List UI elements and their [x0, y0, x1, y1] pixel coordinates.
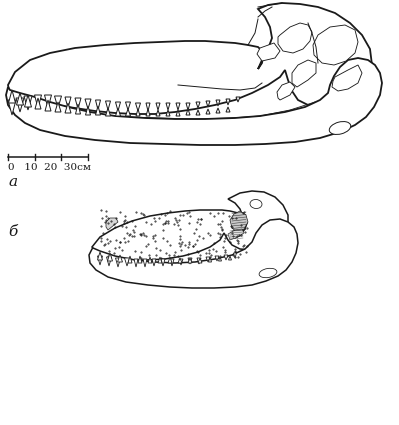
Polygon shape: [136, 109, 140, 116]
Polygon shape: [106, 218, 118, 230]
Polygon shape: [216, 108, 220, 113]
Polygon shape: [34, 95, 41, 108]
Polygon shape: [95, 100, 101, 110]
Polygon shape: [115, 102, 120, 111]
Polygon shape: [92, 191, 288, 260]
Polygon shape: [230, 211, 248, 233]
Polygon shape: [134, 259, 138, 267]
Polygon shape: [148, 257, 152, 263]
Polygon shape: [332, 65, 362, 91]
Polygon shape: [146, 109, 150, 116]
Polygon shape: [24, 96, 32, 110]
Polygon shape: [97, 252, 103, 260]
Polygon shape: [8, 90, 16, 103]
Polygon shape: [24, 95, 32, 107]
Text: 0   10  20  30см: 0 10 20 30см: [8, 163, 91, 172]
Polygon shape: [156, 103, 160, 110]
Polygon shape: [226, 107, 230, 112]
Polygon shape: [107, 257, 111, 266]
Polygon shape: [97, 256, 103, 265]
Polygon shape: [126, 102, 130, 110]
Polygon shape: [115, 258, 120, 267]
Polygon shape: [257, 43, 280, 61]
Text: а: а: [8, 175, 17, 189]
Polygon shape: [198, 258, 202, 263]
Polygon shape: [196, 102, 200, 108]
Polygon shape: [206, 109, 210, 114]
Polygon shape: [224, 255, 228, 260]
Polygon shape: [233, 253, 237, 258]
Polygon shape: [85, 106, 91, 115]
Polygon shape: [176, 103, 180, 110]
Ellipse shape: [250, 199, 262, 209]
Polygon shape: [65, 97, 71, 108]
Polygon shape: [161, 259, 165, 266]
Polygon shape: [215, 256, 219, 261]
Polygon shape: [176, 110, 180, 116]
Polygon shape: [197, 258, 201, 264]
Polygon shape: [8, 100, 16, 115]
Ellipse shape: [259, 268, 277, 278]
Polygon shape: [105, 101, 111, 110]
Polygon shape: [35, 98, 41, 109]
Polygon shape: [236, 97, 240, 102]
Polygon shape: [45, 100, 51, 111]
Polygon shape: [206, 101, 210, 107]
Polygon shape: [166, 110, 170, 116]
Polygon shape: [89, 219, 298, 288]
Polygon shape: [228, 229, 244, 240]
Polygon shape: [152, 259, 156, 266]
Polygon shape: [75, 104, 81, 114]
Polygon shape: [226, 99, 230, 105]
Polygon shape: [170, 259, 174, 266]
Polygon shape: [8, 3, 372, 114]
Polygon shape: [124, 258, 130, 266]
Ellipse shape: [329, 122, 351, 134]
Polygon shape: [45, 95, 51, 108]
Text: б: б: [8, 225, 17, 239]
Polygon shape: [16, 93, 24, 105]
Polygon shape: [219, 257, 221, 261]
Polygon shape: [278, 23, 312, 53]
Polygon shape: [188, 258, 192, 264]
Polygon shape: [55, 96, 61, 108]
Polygon shape: [158, 257, 162, 263]
Polygon shape: [75, 98, 81, 109]
Polygon shape: [166, 103, 170, 110]
Polygon shape: [16, 98, 24, 112]
Polygon shape: [126, 109, 130, 116]
Polygon shape: [277, 82, 295, 100]
Polygon shape: [196, 110, 200, 115]
Polygon shape: [186, 109, 190, 115]
Polygon shape: [216, 100, 220, 106]
Polygon shape: [143, 259, 147, 267]
Polygon shape: [138, 256, 142, 263]
Polygon shape: [292, 60, 316, 87]
Polygon shape: [186, 103, 190, 110]
Polygon shape: [6, 58, 382, 145]
Polygon shape: [128, 256, 132, 263]
Polygon shape: [206, 257, 210, 262]
Polygon shape: [313, 25, 358, 65]
Polygon shape: [107, 253, 113, 261]
Polygon shape: [55, 102, 61, 112]
Polygon shape: [105, 108, 111, 116]
Polygon shape: [168, 257, 172, 263]
Polygon shape: [65, 103, 71, 113]
Polygon shape: [115, 108, 120, 116]
Polygon shape: [229, 256, 231, 260]
Polygon shape: [117, 255, 122, 262]
Polygon shape: [136, 103, 140, 111]
Polygon shape: [209, 257, 211, 262]
Polygon shape: [178, 258, 182, 263]
Polygon shape: [156, 110, 160, 116]
Polygon shape: [85, 99, 91, 109]
Polygon shape: [188, 258, 192, 263]
Polygon shape: [179, 259, 183, 265]
Polygon shape: [146, 103, 150, 111]
Polygon shape: [95, 106, 101, 115]
